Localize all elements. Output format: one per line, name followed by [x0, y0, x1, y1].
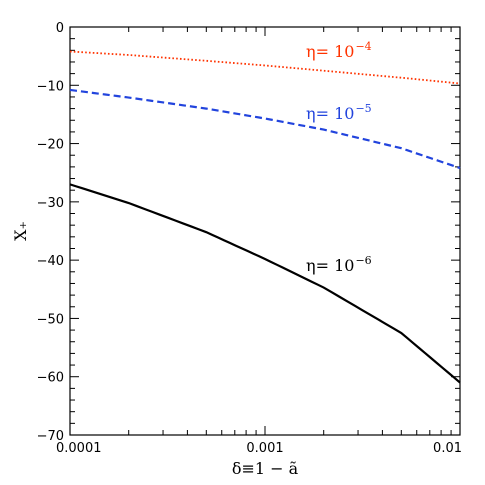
series-label-main: η= 10 [306, 256, 354, 275]
series-line-1 [69, 88, 461, 170]
x-tick-label: 0.0001 [56, 441, 102, 456]
series-labels: η= 10−4η= 10−5η= 10−6 [306, 40, 372, 275]
y-tick-label: −50 [37, 312, 64, 327]
series-label-0: η= 10−4 [306, 40, 372, 61]
plot-frame [69, 26, 461, 436]
y-tick-label: −20 [37, 138, 64, 153]
series-label-main: η= 10 [306, 42, 354, 61]
y-tick-label: −10 [37, 79, 64, 94]
y-tick-label: −30 [37, 196, 64, 211]
series-label-exponent: −6 [355, 254, 371, 267]
x-tick-label: 0.01 [433, 441, 462, 456]
series-line-2 [69, 183, 461, 384]
x-tick-label: 0.001 [246, 441, 283, 456]
series-label-2: η= 10−6 [306, 254, 372, 275]
series-label-exponent: −4 [355, 40, 371, 53]
y-tick-label: 0 [56, 21, 64, 36]
x-axis-title: δ≡1 − ã [232, 459, 299, 478]
series-label-exponent: −5 [355, 102, 371, 115]
y-tick-label: −70 [37, 429, 64, 444]
series-label-main: η= 10 [306, 104, 354, 123]
series-line-0 [69, 50, 461, 85]
series-label-1: η= 10−5 [306, 102, 372, 123]
series-lines [69, 50, 461, 384]
plot-area [69, 26, 461, 436]
y-tick-label: −60 [37, 371, 64, 386]
y-axis-title: X₊ [11, 221, 30, 241]
axis-ticks: 0 −10 −20 −30 −40 −50 −60 −700.0001 0.001 0.01 [37, 21, 462, 456]
y-tick-label: −40 [37, 254, 64, 269]
